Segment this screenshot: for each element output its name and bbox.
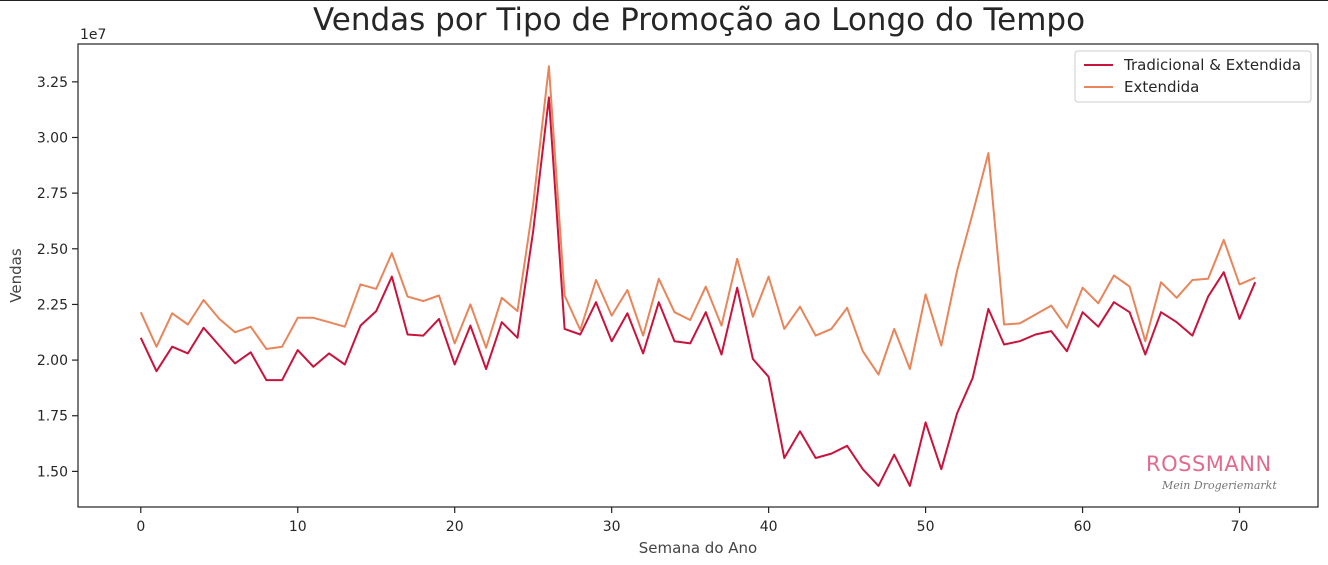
logo-tagline: Mein Drogeriemarkt [1162,479,1277,492]
legend-label: Tradicional & Extendida [1123,56,1301,74]
x-tick-label: 50 [917,519,935,535]
x-tick-label: 60 [1074,519,1092,535]
y-tick-label: 1.75 [37,409,68,425]
x-tick-label: 30 [603,519,621,535]
x-tick-label: 40 [760,519,778,535]
y-tick-label: 2.00 [37,353,68,369]
chart-title: Vendas por Tipo de Promoção ao Longo do … [312,2,1086,38]
x-tick-label: 20 [446,519,464,535]
y-tick-label: 2.25 [37,297,68,313]
plot-area [77,43,1319,508]
y-axis: 1.50 1.75 2.00 2.25 2.50 2.75 3.00 3.25 [37,75,78,480]
y-scale-label: 1e7 [80,27,106,43]
series-lines [139,65,1257,487]
legend-label: Extendida [1124,78,1199,96]
y-tick-label: 3.25 [37,75,68,91]
y-tick-label: 2.50 [37,242,68,258]
series-line-tradicional-extendida [139,96,1257,487]
x-tick-label: 10 [289,519,307,535]
x-tick-label: 70 [1231,519,1249,535]
top-border [0,0,1328,1]
legend: Tradicional & Extendida Extendida [1074,50,1312,103]
series-line-extendida [139,65,1256,376]
logo-wordmark: ROSSMANN [1146,452,1272,476]
y-tick-label: 1.50 [37,464,68,480]
y-axis-label: Vendas [7,248,25,303]
legend-box [1074,50,1312,103]
y-tick-label: 2.75 [37,186,68,202]
x-axis: 0 10 20 30 40 50 60 70 [136,507,1248,535]
x-axis-label: Semana do Ano [639,539,757,557]
rossmann-logo: ROSSMANN Mein Drogeriemarkt [1146,452,1286,497]
y-tick-label: 3.00 [37,130,68,146]
x-tick-label: 0 [136,519,145,535]
